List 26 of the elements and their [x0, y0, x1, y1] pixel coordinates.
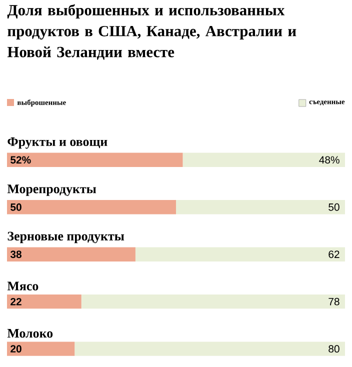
y-tick-label: Зерновые продукты: [8, 232, 124, 244]
data-label: 50: [328, 203, 340, 211]
bar: [7, 152, 183, 167]
bar: [176, 200, 346, 214]
bar: [182, 152, 346, 167]
chart-title: Доля выброшенных и использованных продуктов в США, Канаде, Австралии и Новой Зеландии вместе: [7, 4, 296, 60]
data-label: 48%: [319, 156, 340, 164]
data-label: 62: [328, 250, 340, 258]
data-label: 78: [328, 298, 340, 306]
bar: [81, 294, 346, 309]
data-label: 80: [328, 345, 340, 353]
data-label: 50: [10, 203, 22, 211]
data-label: 20: [10, 345, 22, 353]
y-tick-label: Морепродукты: [7, 184, 96, 196]
y-tick-label: Мясо: [7, 282, 38, 290]
data-label: 52%: [10, 156, 31, 164]
y-tick-label: Молоко: [7, 329, 53, 338]
bar: [7, 294, 82, 309]
bar: [74, 342, 346, 356]
bar: [7, 342, 75, 356]
bar: [7, 247, 136, 262]
data-label: 22: [10, 298, 22, 306]
bar: [135, 247, 346, 262]
data-label: 38: [10, 250, 22, 258]
y-tick-label: Фрукты и овощи: [8, 137, 108, 149]
bar: [7, 200, 176, 214]
